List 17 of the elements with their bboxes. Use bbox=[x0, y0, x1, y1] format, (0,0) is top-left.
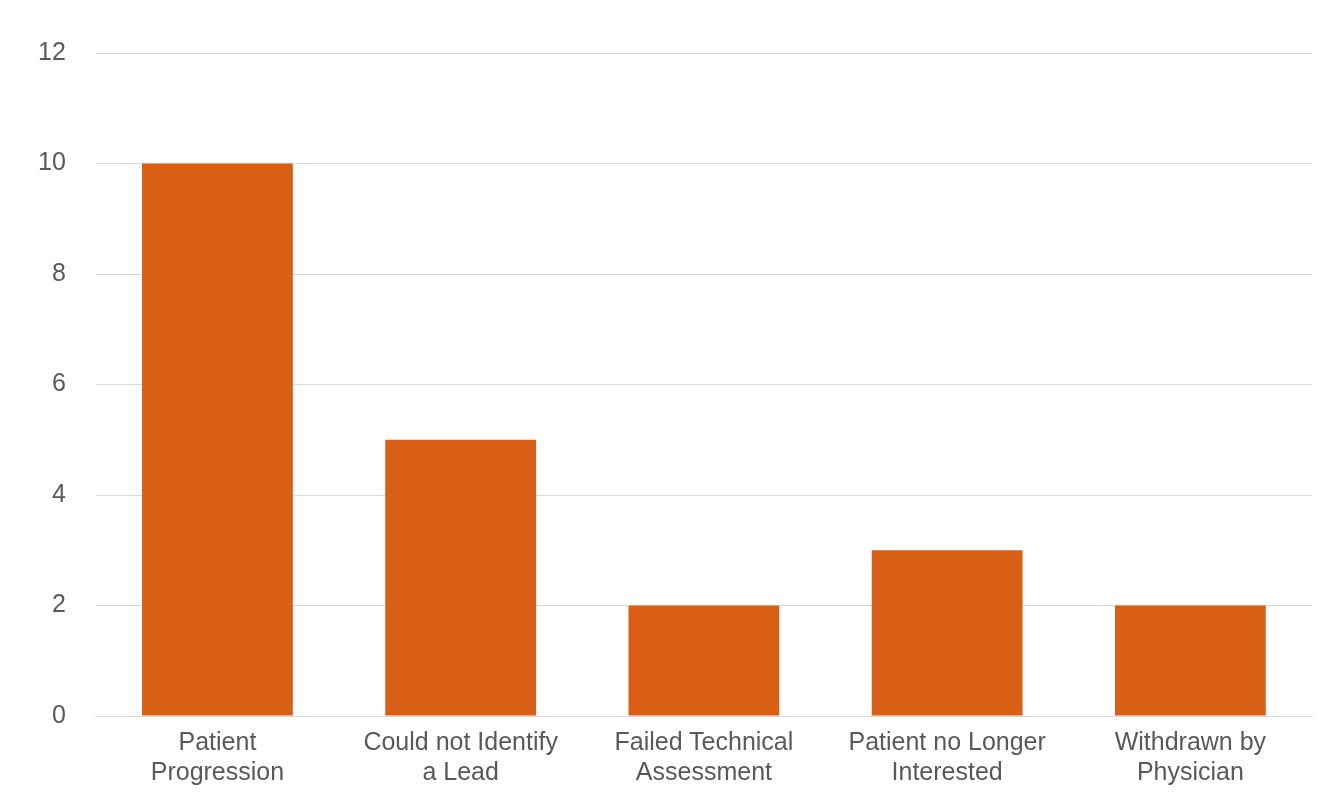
x-tick-label: Patient no Longer Interested bbox=[848, 726, 1046, 785]
y-tick-label: 0 bbox=[51, 699, 66, 728]
x-tick-label: Could not Identify a Lead bbox=[363, 726, 559, 785]
bar bbox=[142, 163, 293, 716]
bar bbox=[1114, 605, 1266, 716]
x-tick-label: Failed Technical Assessment bbox=[614, 726, 794, 785]
y-tick-label: 6 bbox=[51, 368, 66, 397]
bar bbox=[871, 550, 1023, 716]
y-tick-label: 2 bbox=[51, 589, 66, 618]
x-tick-label: Withdrawn by Physician bbox=[1114, 726, 1267, 785]
x-tick-label: Patient Progression bbox=[150, 726, 285, 785]
y-tick-label: 8 bbox=[51, 257, 66, 286]
y-tick-label: 12 bbox=[38, 36, 66, 65]
y-tick-label: 4 bbox=[51, 478, 66, 507]
bar bbox=[385, 439, 537, 716]
bar bbox=[628, 605, 780, 716]
y-tick-label: 10 bbox=[38, 147, 66, 176]
